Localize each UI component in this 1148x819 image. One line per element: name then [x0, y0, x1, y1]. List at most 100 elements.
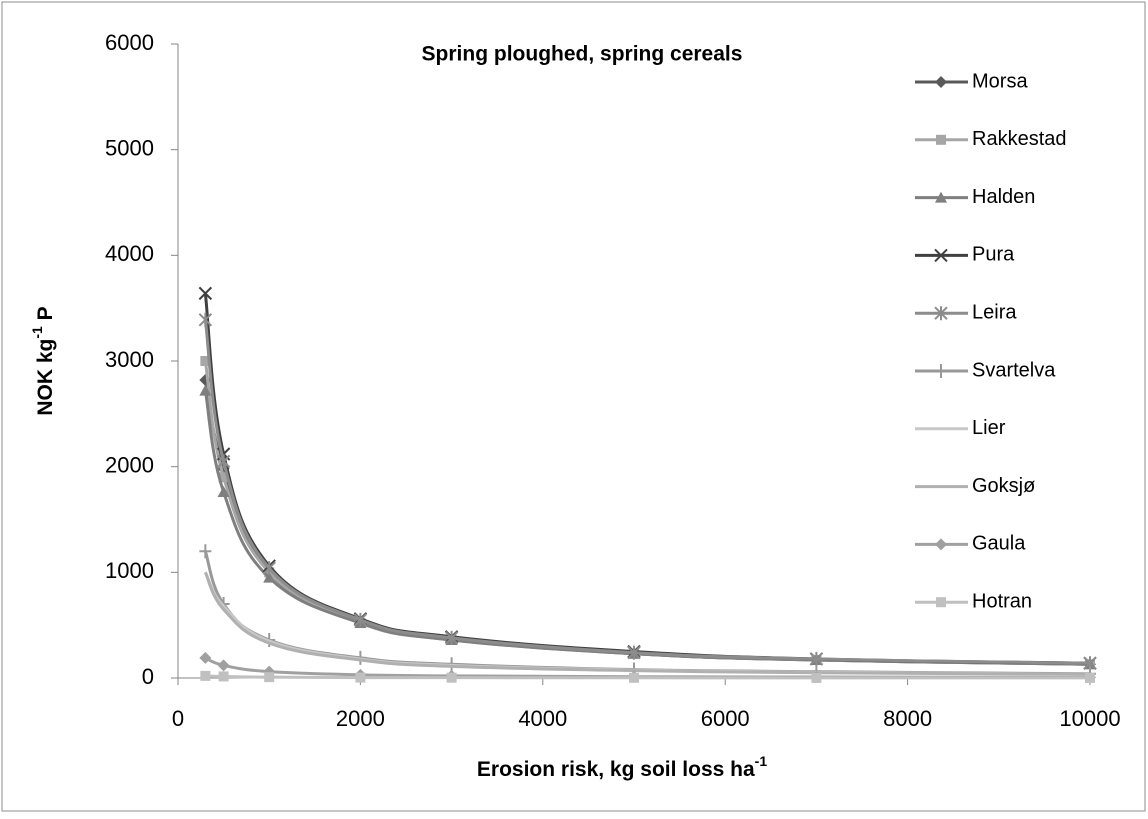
- marker: [1085, 672, 1095, 683]
- y-tick-label: 5000: [105, 135, 154, 160]
- marker-shape: [934, 248, 948, 263]
- x-tick-label: 6000: [701, 706, 750, 731]
- marker: [353, 612, 368, 627]
- marker-shape: [198, 312, 213, 327]
- y-tick-label: 6000: [105, 30, 154, 55]
- marker-shape: [218, 671, 229, 682]
- marker: [218, 472, 229, 483]
- legend-label: Rakkestad: [972, 128, 1067, 150]
- legend-label: Svartelva: [972, 359, 1056, 381]
- marker-shape: [936, 134, 946, 145]
- marker: [934, 306, 948, 321]
- marker-shape: [264, 672, 275, 683]
- y-tick-label: 1000: [105, 558, 154, 583]
- marker-shape: [936, 597, 946, 608]
- marker: [935, 538, 947, 551]
- marker-shape: [809, 651, 824, 666]
- marker-shape: [629, 672, 639, 683]
- marker: [811, 672, 822, 683]
- series-line: [203, 571, 1091, 676]
- marker-shape: [935, 76, 947, 88]
- marker: [935, 364, 947, 378]
- marker-shape: [198, 286, 213, 301]
- x-tick-label: 8000: [883, 706, 932, 731]
- x-tick-label: 10000: [1059, 706, 1120, 731]
- x-axis-label-sup: -1: [755, 753, 768, 769]
- marker: [935, 191, 947, 203]
- marker-shape: [199, 384, 212, 396]
- legend-label: Halden: [972, 186, 1035, 208]
- marker: [199, 384, 212, 396]
- y-axis-label-sup: -1: [29, 326, 45, 339]
- marker-shape: [627, 645, 641, 660]
- marker: [217, 486, 230, 498]
- series-line: [205, 674, 1091, 680]
- marker-shape: [934, 306, 948, 321]
- marker: [809, 651, 824, 666]
- y-tick-label: 0: [142, 664, 154, 689]
- marker: [263, 571, 276, 583]
- marker-shape: [263, 571, 276, 583]
- marker: [444, 630, 459, 645]
- marker-shape: [218, 472, 229, 483]
- marker-shape: [199, 544, 212, 559]
- marker-shape: [217, 659, 230, 672]
- y-axis-label-text: NOK kg: [34, 339, 57, 416]
- marker: [934, 248, 948, 263]
- marker: [936, 134, 946, 145]
- marker: [446, 672, 457, 683]
- marker-shape: [811, 672, 822, 683]
- y-tick-label: 2000: [105, 452, 154, 477]
- marker: [936, 597, 946, 608]
- marker: [218, 671, 229, 682]
- legend-label: Leira: [972, 301, 1017, 323]
- marker-shape: [935, 191, 947, 203]
- marker: [198, 312, 213, 327]
- marker: [262, 561, 276, 576]
- x-axis-label-text: Erosion risk, kg soil loss ha: [477, 758, 755, 781]
- marker: [629, 672, 639, 683]
- y-axis-label: NOK kg-1 P: [29, 306, 57, 415]
- marker-shape: [199, 651, 212, 664]
- marker: [199, 544, 212, 559]
- marker: [200, 356, 211, 366]
- marker-shape: [935, 364, 947, 378]
- marker-shape: [355, 672, 366, 683]
- chart-title: Spring ploughed, spring cereals: [422, 43, 743, 66]
- x-axis-label: Erosion risk, kg soil loss ha-1: [477, 753, 767, 781]
- marker: [627, 645, 641, 660]
- marker-shape: [216, 454, 231, 469]
- legend-label: Goksjø: [972, 475, 1035, 497]
- legend-label: Gaula: [972, 533, 1026, 555]
- marker-shape: [446, 672, 457, 683]
- marker: [935, 76, 947, 88]
- marker-shape: [935, 538, 947, 551]
- legend-label: Pura: [972, 244, 1015, 266]
- y-axis-label-end: P: [34, 306, 57, 326]
- x-tick-label: 4000: [518, 706, 567, 731]
- x-tick-label: 0: [172, 706, 184, 731]
- legend-label: Lier: [972, 417, 1006, 439]
- marker-shape: [217, 486, 230, 498]
- marker: [198, 286, 213, 301]
- marker-shape: [262, 561, 276, 576]
- legend-label: Morsa: [972, 70, 1028, 92]
- marker: [200, 670, 211, 681]
- y-tick-label: 4000: [105, 241, 154, 266]
- marker-shape: [1085, 672, 1095, 683]
- marker: [355, 672, 366, 683]
- marker: [264, 672, 275, 683]
- marker: [199, 651, 212, 664]
- marker: [217, 659, 230, 672]
- marker-shape: [200, 670, 211, 681]
- legend-label: Hotran: [972, 590, 1032, 612]
- marker-shape: [200, 356, 211, 366]
- marker: [216, 454, 231, 469]
- x-tick-label: 2000: [336, 706, 385, 731]
- y-tick-label: 3000: [105, 347, 154, 372]
- marker-shape: [353, 612, 368, 627]
- marker-shape: [444, 630, 459, 645]
